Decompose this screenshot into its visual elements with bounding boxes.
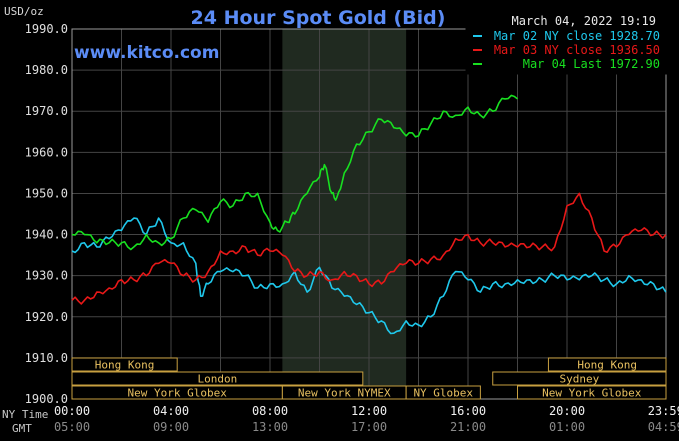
x-tick-label-gmt: 21:00 [450,420,486,434]
x-tick-label-gmt: 05:00 [54,420,90,434]
session-label: Sydney [560,373,600,386]
legend-box [465,28,667,75]
x-tick-label-ny: 00:00 [54,404,90,418]
y-tick-label: 1940.0 [25,228,68,242]
session-bar [71,371,364,386]
series-lines [71,94,667,335]
y-tick-label: 1990.0 [25,22,68,36]
session-label: New York NYMEX [298,387,391,400]
x-tick-label-ny: 23:59 [648,404,679,418]
session-label: NY Globex [413,387,473,400]
y-tick-label: 1910.0 [25,351,68,365]
x-tick-label-gmt: 04:59 [648,420,679,434]
y-tick-label: 1920.0 [25,310,68,324]
session-bar [547,357,667,372]
x-tick-label-gmt: 01:00 [549,420,585,434]
x-tick-label-ny: 12:00 [351,404,387,418]
x-tick-label-gmt: 09:00 [153,420,189,434]
chart-title: 24 Hour Spot Gold (Bid) [191,7,446,29]
x-axis-ny-time-label: NY Time [2,408,48,421]
session-label: New York Globex [542,387,642,400]
y-tick-label: 1930.0 [25,269,68,283]
series-line-3 [71,94,518,251]
y-axis-unit-label: USD/oz [4,5,44,18]
session-label: Hong Kong [95,359,155,372]
session-bar [517,385,667,400]
nymex-session-shade [282,29,407,399]
x-tick-label-gmt: 13:00 [252,420,288,434]
session-label: Hong Kong [577,359,637,372]
series-line-1 [71,217,667,335]
x-tick-label-gmt: 17:00 [351,420,387,434]
series-line-2 [71,192,667,305]
y-tick-label: 1950.0 [25,186,68,200]
session-label: London [198,373,238,386]
x-tick-label-ny: 20:00 [549,404,585,418]
y-tick-label: 1970.0 [25,104,68,118]
y-tick-label: 1960.0 [25,145,68,159]
watermark-url: www.kitco.com [74,43,219,63]
legend-entry: Mar 04 Last 1972.90 [523,57,660,71]
session-bar [71,357,178,372]
x-tick-labels: 00:00 04:00 08:00 12:00 16:00 20:00 23:59 05:00… [54,404,679,434]
session-label: New York Globex [128,387,228,400]
x-axis-gmt-label: GMT [12,422,32,435]
y-tick-labels: 1900.0 1910.0 1920.0 1930.0 1940.0 1950.0 1960… [25,22,68,406]
legend-entry: Mar 03 NY close 1936.50 [494,43,660,57]
x-tick-label-ny: 08:00 [252,404,288,418]
y-tick-label: 1980.0 [25,63,68,77]
x-tick-label-ny: 16:00 [450,404,486,418]
session-bar [492,371,667,386]
x-tick-label-ny: 04:00 [153,404,189,418]
chart-datetime: March 04, 2022 19:19 [512,14,657,28]
session-bar [405,385,481,400]
y-tick-label: 1900.0 [25,392,68,406]
legend-entry: Mar 02 NY close 1928.70 [494,29,660,43]
